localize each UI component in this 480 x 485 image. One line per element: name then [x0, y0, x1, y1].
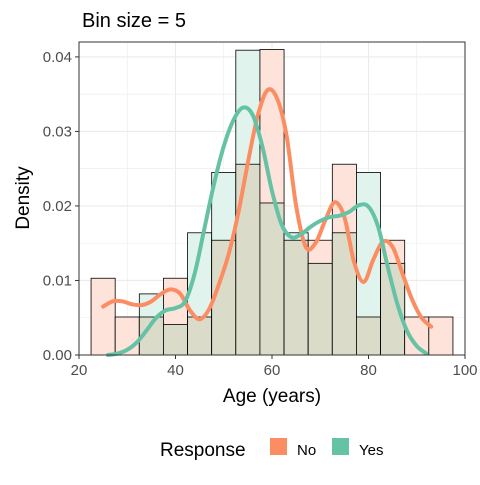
y-tick-label: 0.04 [43, 49, 72, 66]
legend-label-no: No [297, 442, 316, 459]
legend-title: Response [160, 440, 246, 461]
x-axis-title: Age (years) [223, 386, 321, 407]
legend-label-yes: Yes [359, 442, 383, 459]
histogram-bar-overlap-7 [259, 202, 285, 356]
y-tick-label: 0.00 [43, 347, 72, 364]
legend-key-no [270, 438, 287, 455]
y-tick-label: 0.02 [43, 198, 72, 215]
histogram-bar-overlap-11 [356, 316, 381, 356]
histogram-bar-overlap-9 [307, 262, 333, 356]
histogram-bar-top-0 [90, 277, 116, 356]
histogram-bar-overlap-4 [187, 316, 213, 356]
histogram-bar-overlap-6 [235, 163, 261, 356]
x-tick-label: 40 [167, 362, 184, 379]
density-curve-yes [105, 105, 429, 357]
chart-title: Bin size = 5 [82, 10, 186, 32]
y-tick-label: 0.03 [43, 123, 72, 140]
axes: 20 40 60 80 100 0.00 0.01 0.02 0.03 0.04 [43, 49, 478, 379]
histogram-bar-overlap-3 [163, 324, 188, 356]
x-tick-label: 20 [71, 362, 88, 379]
x-tick-label: 60 [264, 362, 281, 379]
x-tick-label: 100 [452, 362, 477, 379]
density-curves [101, 87, 434, 357]
legend-key-yes [332, 438, 349, 455]
legend: Response No Yes [160, 438, 383, 461]
histogram-bar-top-14 [428, 316, 454, 356]
y-axis-title: Density [13, 166, 34, 230]
histogram-bar-overlap-12 [380, 262, 406, 356]
density-curve-no [101, 87, 434, 329]
histogram-bar-overlap-8 [283, 239, 309, 356]
x-tick-label: 80 [360, 362, 377, 379]
y-tick-label: 0.01 [43, 272, 72, 289]
